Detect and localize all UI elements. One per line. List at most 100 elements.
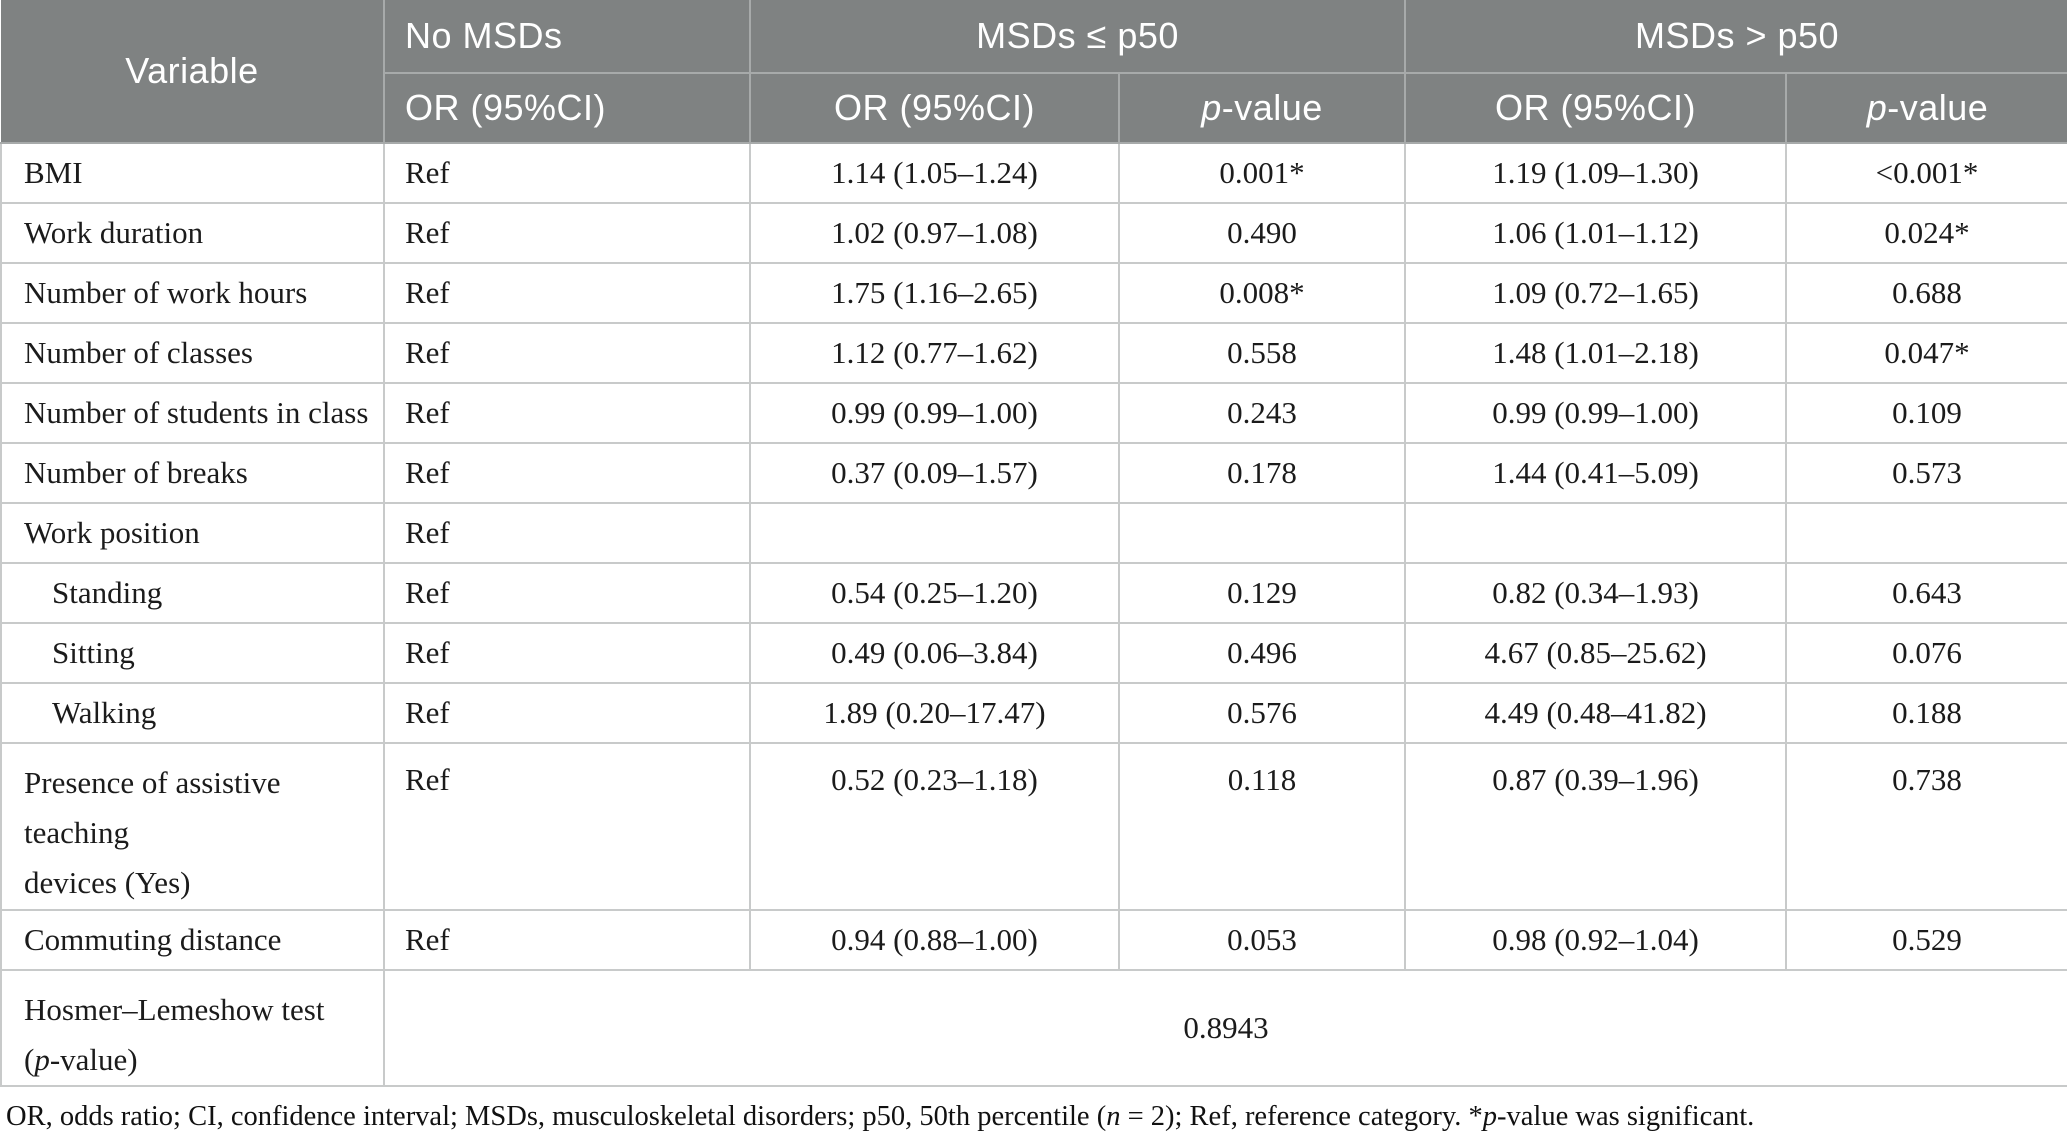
msds-gt-or-cell: 1.48 (1.01–2.18) bbox=[1404, 322, 1788, 384]
no-msds-or-cell: Ref bbox=[383, 382, 751, 444]
msds-gt-or-cell: 1.06 (1.01–1.12) bbox=[1404, 202, 1788, 264]
header-variable: Variable bbox=[1, 0, 385, 144]
msds-le-or-cell: 1.75 (1.16–2.65) bbox=[749, 262, 1120, 324]
msds-gt-p-cell: 0.688 bbox=[1785, 262, 2067, 324]
msds-le-p-cell: 0.558 bbox=[1117, 322, 1407, 384]
variable-cell: Number of breaks bbox=[0, 442, 385, 504]
msds-gt-or-cell: 1.09 (0.72–1.65) bbox=[1404, 262, 1788, 324]
msds-le-p-cell: 0.129 bbox=[1117, 562, 1407, 624]
msds-gt-p-cell: 0.109 bbox=[1785, 382, 2067, 444]
table-row-work-position: Work position Ref bbox=[0, 502, 2067, 564]
msds-gt-p-cell: 0.024* bbox=[1785, 202, 2067, 264]
table-row-breaks: Number of breaks Ref 0.37 (0.09–1.57) 0.… bbox=[0, 442, 2067, 504]
table-row-work-hours: Number of work hours Ref 1.75 (1.16–2.65… bbox=[0, 262, 2067, 324]
msds-gt-p-cell: <0.001* bbox=[1785, 142, 2067, 204]
header-p-value-gt: p-value bbox=[1785, 72, 2067, 144]
msds-le-or-cell: 0.37 (0.09–1.57) bbox=[749, 442, 1120, 504]
header-or-ci-le: OR (95%CI) bbox=[749, 72, 1120, 144]
footnote-segment: = 2); Ref, reference category. * bbox=[1120, 1101, 1483, 1133]
msds-gt-or-cell: 0.99 (0.99–1.00) bbox=[1404, 382, 1788, 444]
variable-cell: Number of work hours bbox=[0, 262, 385, 324]
header-or-ci-gt: OR (95%CI) bbox=[1404, 72, 1788, 144]
no-msds-or-cell: Ref bbox=[383, 202, 751, 264]
header-msds-le-p50: MSDs ≤ p50 bbox=[748, 0, 1407, 74]
p-rest: -value bbox=[1887, 87, 1989, 128]
msds-le-or-cell: 0.94 (0.88–1.00) bbox=[749, 908, 1120, 971]
msds-le-p-cell: 0.496 bbox=[1117, 622, 1407, 684]
no-msds-or-cell: Ref bbox=[383, 562, 751, 624]
no-msds-or-cell: Ref bbox=[383, 502, 751, 564]
header-or-ci-no-msds: OR (95%CI) bbox=[383, 72, 751, 144]
hosmer-line-2: (p-value) bbox=[24, 1041, 138, 1077]
table-row-walking: Walking Ref 1.89 (0.20–17.47) 0.576 4.49… bbox=[0, 682, 2067, 744]
header-p-value-le: p-value bbox=[1117, 72, 1407, 144]
footnote-n-italic: n bbox=[1106, 1101, 1121, 1133]
msds-le-p-cell: 0.053 bbox=[1117, 908, 1407, 971]
msds-gt-or-cell: 0.82 (0.34–1.93) bbox=[1404, 562, 1788, 624]
msds-le-or-cell: 0.54 (0.25–1.20) bbox=[749, 562, 1120, 624]
table-header: Variable No MSDs MSDs ≤ p50 MSDs > p50 O… bbox=[1, 0, 2067, 144]
table-body: BMI Ref 1.14 (1.05–1.24) 0.001* 1.19 (1.… bbox=[0, 142, 2067, 1088]
table-row-standing: Standing Ref 0.54 (0.25–1.20) 0.129 0.82… bbox=[0, 562, 2067, 624]
table-row-hosmer-lemeshow: Hosmer–Lemeshow test (p-value) 0.8943 bbox=[0, 968, 2067, 1088]
msds-le-p-cell: 0.490 bbox=[1117, 202, 1407, 264]
no-msds-or-cell: Ref bbox=[383, 682, 751, 744]
no-msds-or-cell: Ref bbox=[383, 262, 751, 324]
header-no-msds: No MSDs bbox=[383, 0, 751, 74]
msds-gt-p-cell: 0.047* bbox=[1785, 322, 2067, 384]
msds-gt-or-cell bbox=[1404, 502, 1788, 564]
variable-cell: Work duration bbox=[0, 202, 385, 264]
variable-cell: Work position bbox=[0, 502, 385, 564]
msds-le-p-cell: 0.576 bbox=[1117, 682, 1407, 744]
table-footnote: OR, odds ratio; CI, confidence interval;… bbox=[6, 1101, 2067, 1133]
variable-line-2: devices (Yes) bbox=[24, 865, 191, 901]
msds-gt-p-cell: 0.738 bbox=[1785, 742, 2067, 911]
msds-gt-p-cell: 0.076 bbox=[1785, 622, 2067, 684]
variable-cell: Number of classes bbox=[0, 322, 385, 384]
variable-cell: Presence of assistive teaching devices (… bbox=[0, 742, 385, 911]
table-row-sitting: Sitting Ref 0.49 (0.06–3.84) 0.496 4.67 … bbox=[0, 622, 2067, 684]
regression-results-table: Variable No MSDs MSDs ≤ p50 MSDs > p50 O… bbox=[0, 0, 2067, 1088]
msds-le-p-cell: 0.118 bbox=[1117, 742, 1407, 911]
no-msds-or-cell: Ref bbox=[383, 142, 751, 204]
variable-line-1: Presence of assistive teaching bbox=[24, 765, 281, 851]
table-row-classes: Number of classes Ref 1.12 (0.77–1.62) 0… bbox=[0, 322, 2067, 384]
footnote-p-italic: p bbox=[1482, 1101, 1498, 1133]
table-row-assistive-devices: Presence of assistive teaching devices (… bbox=[0, 742, 2067, 911]
table-row-students: Number of students in class Ref 0.99 (0.… bbox=[0, 382, 2067, 444]
msds-le-or-cell: 1.14 (1.05–1.24) bbox=[749, 142, 1120, 204]
msds-gt-or-cell: 0.98 (0.92–1.04) bbox=[1404, 908, 1788, 971]
table-row-bmi: BMI Ref 1.14 (1.05–1.24) 0.001* 1.19 (1.… bbox=[0, 142, 2067, 204]
header-msds-gt-p50: MSDs > p50 bbox=[1404, 0, 2067, 74]
msds-le-p-cell: 0.001* bbox=[1117, 142, 1407, 204]
no-msds-or-cell: Ref bbox=[383, 622, 751, 684]
msds-le-or-cell: 1.12 (0.77–1.62) bbox=[749, 322, 1120, 384]
msds-gt-p-cell: 0.529 bbox=[1785, 908, 2067, 971]
no-msds-or-cell: Ref bbox=[383, 908, 751, 971]
variable-cell: Number of students in class bbox=[0, 382, 385, 444]
variable-cell: Sitting bbox=[0, 622, 385, 684]
msds-gt-or-cell: 1.44 (0.41–5.09) bbox=[1404, 442, 1788, 504]
msds-gt-p-cell: 0.573 bbox=[1785, 442, 2067, 504]
no-msds-or-cell: Ref bbox=[383, 442, 751, 504]
msds-le-or-cell: 0.52 (0.23–1.18) bbox=[749, 742, 1120, 911]
msds-le-p-cell: 0.008* bbox=[1117, 262, 1407, 324]
msds-gt-or-cell: 4.67 (0.85–25.62) bbox=[1404, 622, 1788, 684]
p-italic: p bbox=[1201, 87, 1222, 128]
table-row-commuting-distance: Commuting distance Ref 0.94 (0.88–1.00) … bbox=[0, 908, 2067, 971]
footnote-segment: -value was significant. bbox=[1497, 1101, 1755, 1133]
msds-gt-or-cell: 1.19 (1.09–1.30) bbox=[1404, 142, 1788, 204]
msds-le-p-cell bbox=[1117, 502, 1407, 564]
msds-le-or-cell: 0.49 (0.06–3.84) bbox=[749, 622, 1120, 684]
no-msds-or-cell: Ref bbox=[383, 322, 751, 384]
msds-le-p-cell: 0.178 bbox=[1117, 442, 1407, 504]
p-italic: p bbox=[1866, 87, 1888, 128]
msds-le-or-cell bbox=[749, 502, 1120, 564]
hosmer-line-1: Hosmer–Lemeshow test bbox=[24, 991, 325, 1027]
hosmer-value-cell: 0.8943 bbox=[382, 968, 2067, 1088]
msds-le-or-cell: 1.89 (0.20–17.47) bbox=[749, 682, 1120, 744]
table-row-work-duration: Work duration Ref 1.02 (0.97–1.08) 0.490… bbox=[0, 202, 2067, 264]
msds-le-p-cell: 0.243 bbox=[1117, 382, 1407, 444]
variable-cell: Hosmer–Lemeshow test (p-value) bbox=[0, 968, 385, 1088]
